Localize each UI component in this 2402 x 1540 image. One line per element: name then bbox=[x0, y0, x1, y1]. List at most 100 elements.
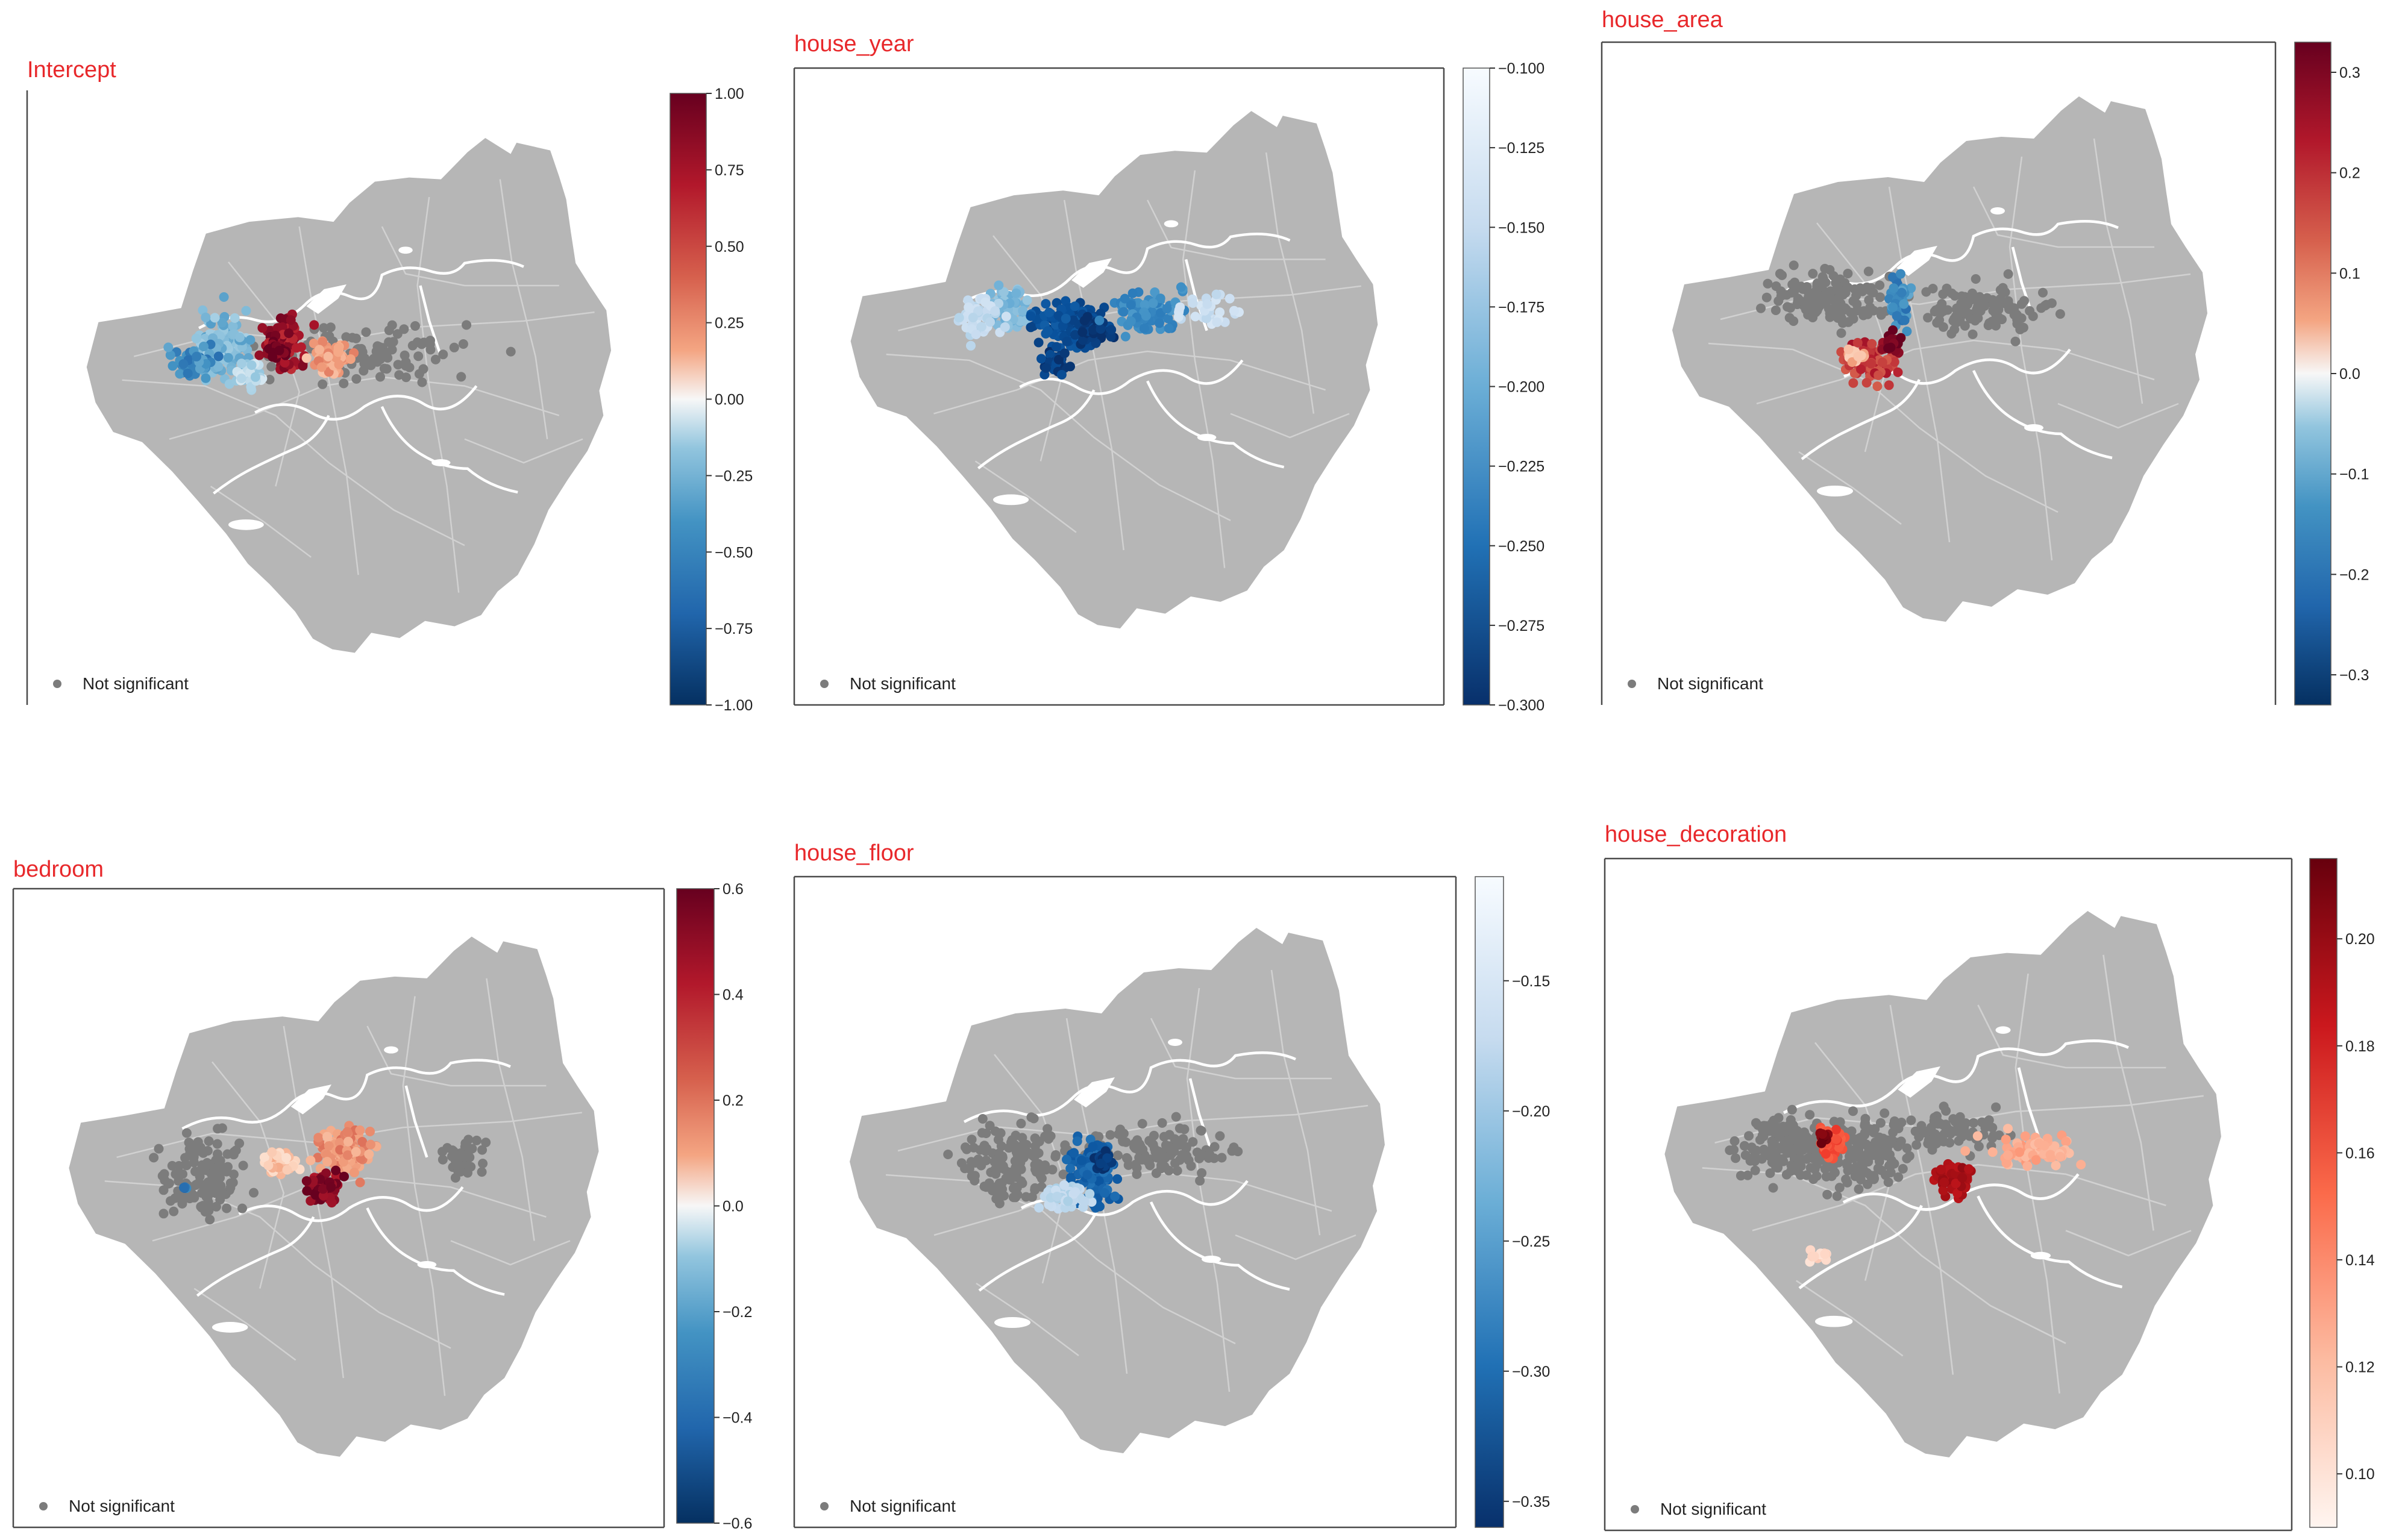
ns-point bbox=[453, 1159, 463, 1169]
ns-point bbox=[1757, 1130, 1767, 1141]
coef-point bbox=[282, 1165, 292, 1175]
ns-point bbox=[2003, 269, 2013, 279]
ns-point bbox=[1773, 1113, 1784, 1123]
coef-point bbox=[2055, 1151, 2065, 1162]
ns-point bbox=[1869, 1127, 1879, 1138]
ns-point bbox=[1172, 1166, 1182, 1176]
ns-point bbox=[215, 1195, 225, 1205]
coef-point bbox=[339, 1171, 349, 1182]
coef-point bbox=[259, 1152, 269, 1162]
coef-point bbox=[1070, 301, 1080, 311]
legend-marker bbox=[53, 680, 61, 688]
coef-point bbox=[257, 323, 268, 333]
ns-point bbox=[1968, 1118, 1978, 1128]
colorbar-tick-label: −0.3 bbox=[2339, 667, 2369, 684]
coef-point bbox=[301, 1176, 312, 1186]
coef-point bbox=[1041, 363, 1051, 373]
coef-point bbox=[1062, 336, 1072, 346]
ns-point bbox=[1036, 1173, 1047, 1183]
ns-point bbox=[1886, 1168, 1896, 1177]
ns-point bbox=[2012, 319, 2022, 329]
ns-point bbox=[1132, 1163, 1142, 1173]
ns-point bbox=[1843, 269, 1853, 278]
ns-point bbox=[417, 377, 427, 387]
ns-point bbox=[967, 1171, 977, 1182]
legend-label: Not significant bbox=[83, 674, 189, 693]
colorbar-tick-label: 0.10 bbox=[2345, 1466, 2375, 1483]
coef-point bbox=[241, 305, 251, 316]
coef-point bbox=[1082, 1169, 1093, 1180]
coef-point bbox=[1154, 318, 1164, 328]
coef-point bbox=[1899, 315, 1910, 325]
ns-point bbox=[1898, 1163, 1908, 1174]
coef-point bbox=[2020, 1131, 2030, 1141]
coef-point bbox=[1079, 1197, 1090, 1207]
ns-point bbox=[393, 360, 403, 370]
coef-point bbox=[1173, 312, 1184, 322]
coef-point bbox=[1848, 378, 1858, 388]
ns-point bbox=[1050, 1151, 1061, 1162]
coef-point bbox=[323, 351, 333, 362]
ns-point bbox=[1209, 1153, 1219, 1163]
colorbar-gradient bbox=[676, 888, 715, 1524]
coef-point bbox=[1831, 1134, 1842, 1144]
colorbar-tick-label: −0.250 bbox=[1498, 538, 1544, 555]
coef-point bbox=[1887, 272, 1898, 282]
ns-point bbox=[458, 339, 468, 349]
coef-point bbox=[980, 297, 991, 307]
colorbar-tick-label: 0.0 bbox=[2339, 366, 2360, 383]
ns-point bbox=[1926, 1122, 1936, 1133]
ns-point bbox=[213, 1149, 222, 1159]
coef-point bbox=[2031, 1155, 2041, 1165]
coef-point bbox=[310, 1190, 321, 1200]
ns-point bbox=[1777, 290, 1787, 300]
ns-point bbox=[1787, 1104, 1797, 1115]
ns-point bbox=[1115, 1129, 1126, 1139]
coef-point bbox=[2001, 1135, 2011, 1145]
coef-point bbox=[284, 328, 294, 339]
colorbar-tick-label: −0.20 bbox=[1512, 1103, 1550, 1120]
coef-point bbox=[2003, 1124, 2013, 1134]
ns-point bbox=[190, 1180, 201, 1190]
region-map bbox=[1672, 96, 2207, 622]
coef-point bbox=[1211, 289, 1221, 299]
ns-point bbox=[167, 1160, 177, 1171]
ns-point bbox=[1786, 1160, 1796, 1171]
ns-point bbox=[1939, 306, 1949, 316]
ns-point bbox=[234, 1138, 245, 1148]
coef-point bbox=[994, 298, 1004, 308]
colorbar-tick-label: 0.2 bbox=[2339, 165, 2360, 182]
coef-point bbox=[199, 342, 209, 351]
coef-point bbox=[217, 318, 227, 328]
panel-frame bbox=[793, 875, 1457, 1529]
ns-point bbox=[1805, 1163, 1816, 1173]
coef-point bbox=[1809, 1251, 1819, 1262]
ns-point bbox=[1169, 1142, 1179, 1152]
ns-point bbox=[204, 1136, 214, 1146]
ns-point bbox=[1767, 1118, 1777, 1128]
ns-point bbox=[212, 1139, 222, 1149]
coef-point bbox=[1072, 1136, 1082, 1147]
coef-point bbox=[1066, 1174, 1076, 1184]
ns-point bbox=[1902, 1153, 1912, 1163]
ns-point bbox=[1174, 1123, 1185, 1133]
region-map bbox=[850, 928, 1385, 1453]
coef-point bbox=[2034, 1138, 2044, 1148]
coef-point bbox=[1120, 331, 1130, 342]
ns-point bbox=[166, 1196, 175, 1206]
colorbar-tick-label: 0.2 bbox=[723, 1092, 744, 1109]
ns-point bbox=[419, 337, 429, 348]
ns-point bbox=[977, 1114, 988, 1124]
ns-point bbox=[149, 1153, 159, 1163]
ns-point bbox=[1137, 1119, 1147, 1129]
coef-point bbox=[1889, 357, 1899, 367]
colorbar: 1.00 0.75 0.50 0.25 0.00 −0.25 −0.50 −0.75 −1.00 bbox=[669, 86, 753, 714]
colorbar-tick-label: 0.4 bbox=[723, 987, 744, 1004]
coef-point bbox=[1853, 351, 1863, 362]
coef-point bbox=[1867, 339, 1877, 349]
ns-point bbox=[1756, 303, 1766, 313]
coef-point bbox=[1069, 1148, 1079, 1158]
ns-point bbox=[1197, 1168, 1207, 1178]
ns-point bbox=[973, 1155, 983, 1165]
